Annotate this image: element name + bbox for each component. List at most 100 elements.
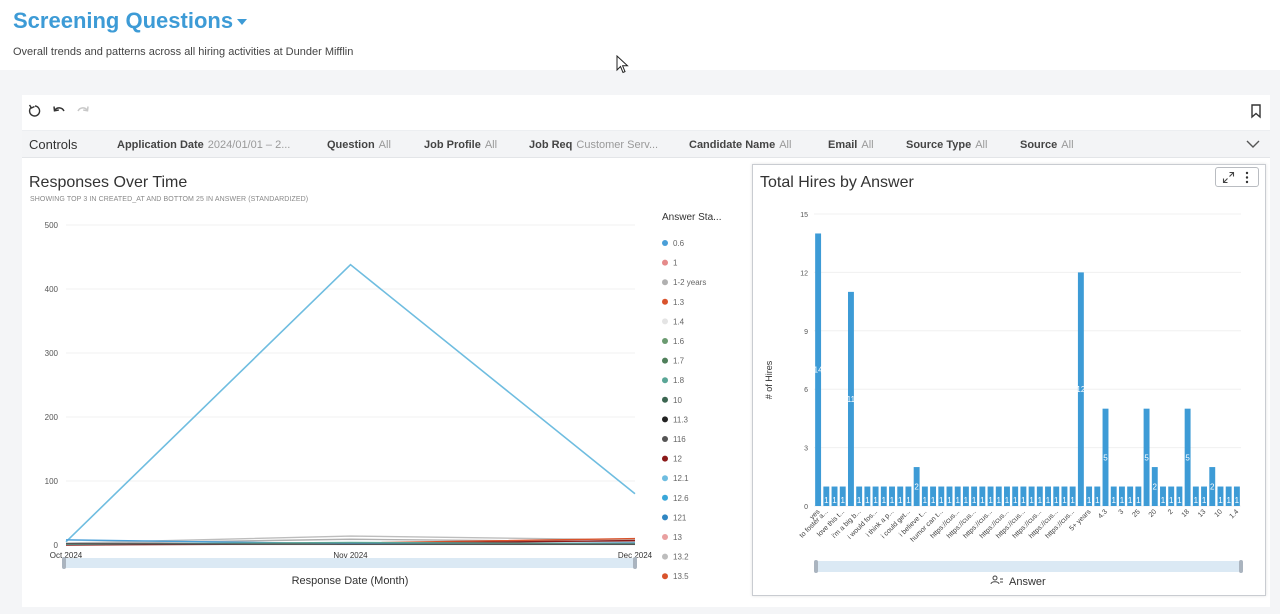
range-slider-handle[interactable] [814, 560, 818, 573]
bar[interactable] [905, 486, 912, 506]
bar[interactable] [872, 486, 879, 506]
bar[interactable] [856, 486, 863, 506]
range-slider-handle[interactable] [62, 557, 66, 569]
legend-item[interactable]: 1-2 years [662, 278, 706, 287]
bar-value-label: 1 [1128, 496, 1133, 505]
bar[interactable] [1160, 486, 1166, 506]
bar[interactable] [1028, 486, 1035, 506]
bar[interactable] [987, 486, 994, 506]
more-options-icon[interactable] [1243, 171, 1251, 184]
filter-question[interactable]: Question All [327, 139, 391, 151]
bar[interactable] [979, 486, 986, 506]
bar[interactable] [1094, 486, 1101, 506]
legend-item[interactable]: 11.3 [662, 415, 689, 424]
bar[interactable] [1168, 486, 1175, 506]
bar[interactable] [1020, 486, 1027, 506]
bar[interactable] [1135, 486, 1142, 506]
legend-item[interactable]: 1.8 [662, 376, 685, 385]
legend-item[interactable]: 1.3 [662, 298, 685, 307]
bar[interactable] [864, 486, 871, 506]
series-line[interactable] [65, 543, 635, 546]
bar[interactable] [1225, 486, 1232, 506]
bar[interactable] [1077, 272, 1084, 506]
legend-item[interactable]: 1 [662, 259, 678, 268]
chevron-down-icon[interactable] [1246, 139, 1260, 149]
bar[interactable] [831, 486, 838, 506]
range-slider-handle[interactable] [1239, 560, 1243, 573]
redo-icon[interactable] [75, 103, 91, 119]
bar[interactable] [1036, 486, 1043, 506]
legend-item[interactable]: 1.4 [662, 317, 685, 326]
undo-icon[interactable] [51, 103, 67, 119]
legend-item[interactable]: 1.6 [662, 337, 685, 346]
legend-item[interactable]: 1.7 [662, 357, 685, 366]
bar[interactable] [839, 486, 846, 506]
bar[interactable] [1127, 486, 1134, 506]
filter-source[interactable]: Source All [1020, 139, 1074, 151]
bar[interactable] [1045, 486, 1051, 506]
bar[interactable] [1086, 486, 1093, 506]
range-slider[interactable] [816, 561, 1240, 572]
bar[interactable] [1102, 408, 1109, 506]
bar[interactable] [823, 486, 830, 506]
bar[interactable] [921, 486, 928, 506]
page-title-text[interactable]: Screening Questions [13, 8, 234, 33]
bar[interactable] [1143, 408, 1150, 506]
bar[interactable] [1176, 486, 1183, 506]
bookmark-icon[interactable] [1248, 103, 1264, 119]
bar[interactable] [913, 467, 920, 506]
bar[interactable] [962, 486, 969, 506]
legend-item[interactable]: 121 [662, 513, 687, 522]
filter-job-req[interactable]: Job Req Customer Serv... [529, 139, 659, 151]
bar[interactable] [847, 291, 854, 506]
legend-item[interactable]: 12 [662, 455, 682, 464]
bar[interactable] [1061, 486, 1068, 506]
legend-item[interactable]: 10 [662, 396, 682, 405]
filter-job-profile[interactable]: Job Profile All [424, 139, 498, 151]
bar[interactable] [1209, 467, 1216, 506]
bar[interactable] [1012, 486, 1019, 506]
expand-icon[interactable] [1222, 171, 1235, 184]
bar[interactable] [1118, 486, 1125, 506]
bar[interactable] [1151, 467, 1158, 506]
bar[interactable] [938, 486, 945, 506]
filter-email[interactable]: Email All [828, 139, 874, 151]
bar[interactable] [946, 486, 953, 506]
legend-item[interactable]: 116 [662, 435, 686, 444]
bar[interactable] [1110, 486, 1117, 506]
bar[interactable] [815, 233, 822, 506]
legend-item[interactable]: 12.1 [662, 474, 689, 483]
bar[interactable] [1069, 486, 1076, 506]
bar[interactable] [1233, 486, 1240, 506]
reset-icon[interactable] [27, 103, 43, 119]
bar[interactable] [889, 486, 895, 506]
bar[interactable] [880, 486, 887, 506]
bar[interactable] [930, 486, 937, 506]
legend-item[interactable]: 13 [662, 533, 682, 542]
bar[interactable] [1053, 486, 1060, 506]
bar[interactable] [1217, 486, 1224, 506]
filter-source-type[interactable]: Source Type All [906, 139, 988, 151]
bar[interactable] [897, 486, 904, 506]
bar[interactable] [1004, 486, 1010, 506]
bar[interactable] [1184, 408, 1191, 506]
series-line[interactable] [65, 263, 636, 543]
legend-item[interactable]: 0.6 [662, 239, 685, 248]
bar[interactable] [1201, 486, 1208, 506]
range-slider-handle[interactable] [633, 557, 637, 569]
legend-item[interactable]: 13.2 [662, 553, 689, 562]
bar[interactable] [971, 486, 978, 506]
filter-candidate-name[interactable]: Candidate Name All [689, 139, 792, 151]
legend-item[interactable]: 13.5 [662, 572, 689, 581]
filter-application-date[interactable]: Application Date 2024/01/01 – 2... [117, 139, 291, 151]
bar[interactable] [954, 486, 961, 506]
line-chart[interactable]: 0 100 200 300 400 500 Oct 2024 Nov 2024 Dec 2024… [22, 165, 738, 597]
legend-item[interactable]: 12.6 [662, 494, 689, 503]
caret-down-icon[interactable] [237, 19, 248, 25]
range-slider[interactable] [64, 558, 637, 568]
bar[interactable] [995, 486, 1002, 506]
page-title[interactable]: Screening Questions [13, 8, 248, 34]
bar[interactable] [1192, 486, 1199, 506]
x-axis-title: Answer [1009, 576, 1046, 588]
